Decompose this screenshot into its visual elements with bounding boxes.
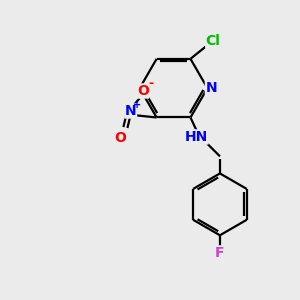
Text: HN: HN [185, 130, 208, 144]
Text: O: O [137, 84, 149, 98]
Text: N: N [206, 81, 217, 95]
Text: F: F [215, 246, 225, 260]
Text: N: N [125, 104, 136, 118]
Text: O: O [114, 131, 126, 145]
Text: -: - [148, 77, 153, 90]
Text: +: + [133, 100, 141, 110]
Text: Cl: Cl [206, 34, 220, 48]
